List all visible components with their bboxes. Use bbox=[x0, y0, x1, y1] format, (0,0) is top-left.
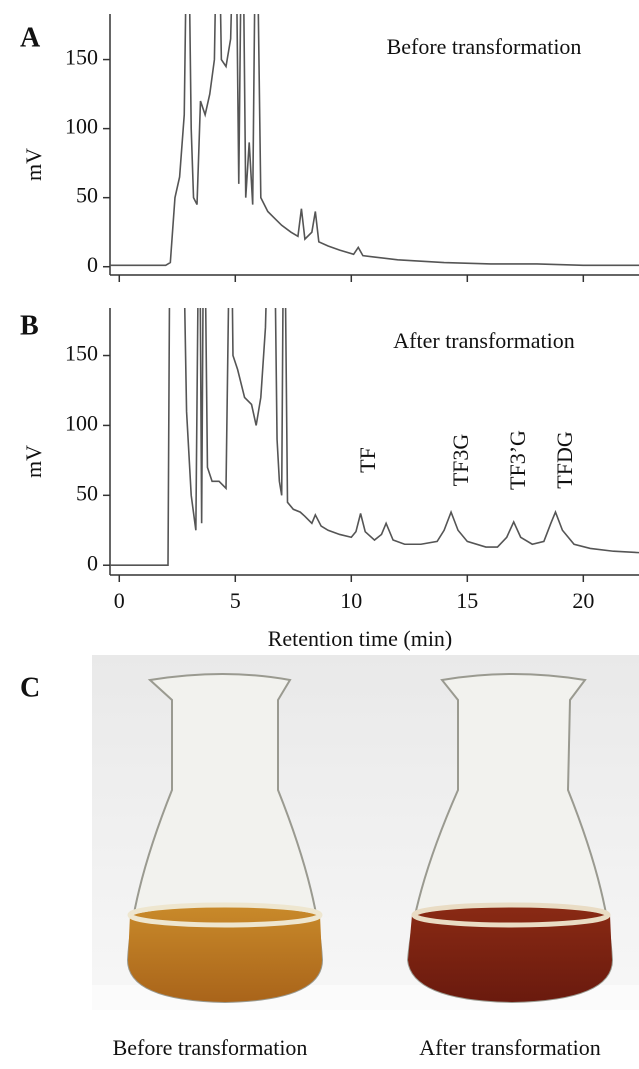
y-tick-label: 150 bbox=[65, 341, 98, 366]
photo bbox=[92, 655, 639, 1010]
peak-annotation: TF bbox=[355, 447, 380, 473]
x-tick-label: 0 bbox=[114, 588, 125, 613]
x-tick-label: 10 bbox=[340, 588, 362, 613]
x-tick-label: 20 bbox=[572, 588, 594, 613]
y-axis-label: mV bbox=[21, 445, 46, 478]
chart-panel: A Before transformation mV 0 50 100 150 bbox=[20, 14, 639, 282]
x-tick-label: 5 bbox=[230, 588, 241, 613]
y-axis-label: mV bbox=[21, 148, 46, 181]
panel-label: C bbox=[20, 672, 40, 703]
panel-label: B bbox=[20, 310, 39, 341]
y-tick-label: 0 bbox=[87, 550, 98, 575]
panel-label: A bbox=[20, 22, 41, 53]
photo-caption: After transformation bbox=[419, 1035, 600, 1060]
y-tick-label: 150 bbox=[65, 45, 98, 70]
chart-panel: B After transformation mV 0 50 100 150 0 5 10 15 20… bbox=[20, 308, 639, 651]
peak-annotation: TFDG bbox=[552, 431, 577, 489]
y-tick-label: 100 bbox=[65, 114, 98, 139]
peak-annotation: TF3’G bbox=[505, 430, 530, 490]
photo-caption: Before transformation bbox=[113, 1035, 308, 1060]
y-tick-label: 100 bbox=[65, 410, 98, 435]
y-tick-label: 50 bbox=[76, 480, 98, 505]
panel-title: After transformation bbox=[393, 328, 574, 353]
y-tick-label: 0 bbox=[87, 252, 98, 277]
chromatogram-line bbox=[110, 308, 639, 567]
y-tick-label: 50 bbox=[76, 183, 98, 208]
chromatogram-line bbox=[110, 14, 639, 267]
peak-annotation: TF3G bbox=[448, 434, 473, 487]
panel-title: Before transformation bbox=[387, 34, 582, 59]
x-tick-label: 15 bbox=[456, 588, 478, 613]
x-axis-label: Retention time (min) bbox=[268, 626, 453, 651]
